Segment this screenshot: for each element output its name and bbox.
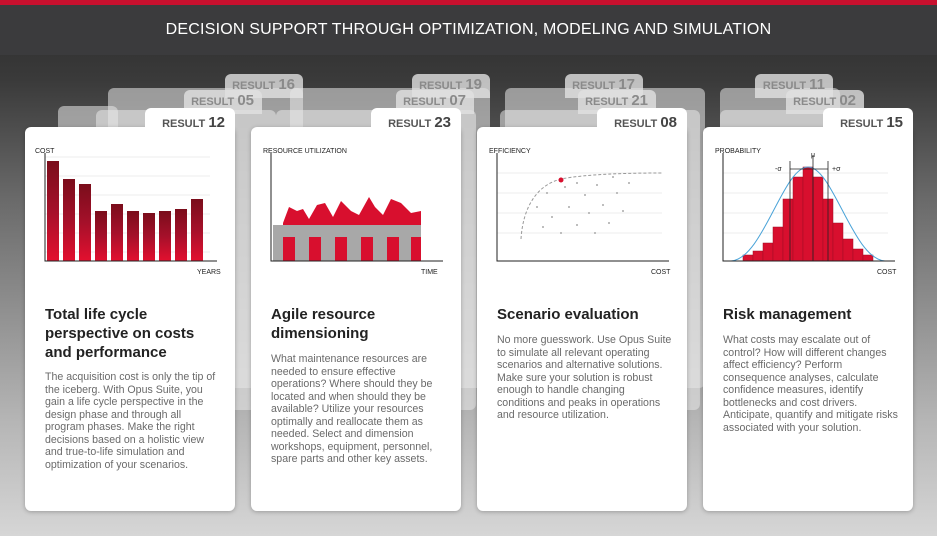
tab-label: RESULT	[403, 96, 447, 108]
card-tab: RESULT 23	[371, 108, 461, 138]
axis-label: COST	[651, 269, 671, 276]
tab-label: RESULT	[585, 96, 629, 108]
card: RESULT 23 RESOURCE UTILIZATION TIME Agil…	[251, 108, 461, 511]
card: RESULT 12 COST YEARS Total life cycle pe…	[25, 108, 235, 511]
card-body: No more guesswork. Use Opus Suite to sim…	[497, 334, 672, 421]
tab-label: RESULT	[793, 96, 837, 108]
header-title: DECISION SUPPORT THROUGH OPTIMIZATION, M…	[0, 5, 937, 55]
card: RESULT 15 -σ μ +σ PROBABILITY COST Risk …	[703, 108, 913, 511]
tab-number: 12	[208, 114, 225, 131]
illustration: RESOURCE UTILIZATION TIME	[263, 148, 443, 276]
tab-label: RESULT	[762, 80, 807, 92]
axis-label: PROBABILITY	[715, 148, 761, 155]
illustration: -σ μ +σ PROBABILITY COST	[715, 148, 897, 276]
card-body: What costs may escalate out of control? …	[723, 334, 898, 434]
tab-number: 07	[449, 92, 466, 109]
tab-number: 02	[839, 92, 856, 109]
axis-label: RESOURCE UTILIZATION	[263, 148, 347, 155]
tab-label: RESULT	[388, 118, 432, 130]
axis-label: EFFICIENCY	[489, 148, 531, 155]
axis-label: TIME	[421, 269, 438, 276]
card: RESULT 08 EFFICIENCY COST Scenario evalu…	[477, 108, 687, 511]
card-tab: RESULT 12	[145, 108, 235, 138]
tab-number: 05	[237, 92, 254, 109]
annotation: +σ	[832, 166, 841, 173]
tab-number: 21	[631, 92, 648, 109]
tab-label: RESULT	[572, 80, 616, 92]
tab-label: RESULT	[419, 80, 463, 92]
tab-label: RESULT	[232, 80, 276, 92]
back-tab: RESULT 07	[396, 90, 474, 114]
annotation: μ	[811, 152, 815, 159]
annotation: -σ	[775, 166, 782, 173]
card-title: Agile resource dimensioning	[271, 306, 376, 342]
tab-label: RESULT	[162, 118, 206, 130]
tab-number: 08	[660, 114, 677, 131]
tab-number: 11	[809, 76, 825, 93]
tab-label: RESULT	[191, 96, 235, 108]
axis-label: COST	[35, 148, 55, 155]
tab-label: RESULT	[614, 118, 658, 130]
card-body: The acquisition cost is only the tip of …	[45, 371, 216, 471]
tab-number: 15	[886, 114, 903, 131]
axis-label: COST	[877, 269, 897, 276]
card-title: Risk management	[723, 306, 852, 323]
card-tab: RESULT 15	[823, 108, 913, 138]
tab-label: RESULT	[840, 118, 884, 130]
card-title: Scenario evaluation	[497, 306, 639, 323]
tab-number: 23	[434, 114, 451, 131]
illustration: COST YEARS	[35, 148, 221, 276]
tab-number: 17	[618, 76, 635, 93]
top-stripe	[0, 0, 937, 5]
axis-label: YEARS	[197, 269, 221, 276]
card-tab: RESULT 08	[597, 108, 687, 138]
card-title: Total life cycle perspective on costs an…	[45, 306, 195, 361]
tab-number: 19	[465, 76, 482, 93]
illustration: EFFICIENCY COST	[489, 148, 671, 276]
card-body: What maintenance resources are needed to…	[271, 353, 433, 465]
